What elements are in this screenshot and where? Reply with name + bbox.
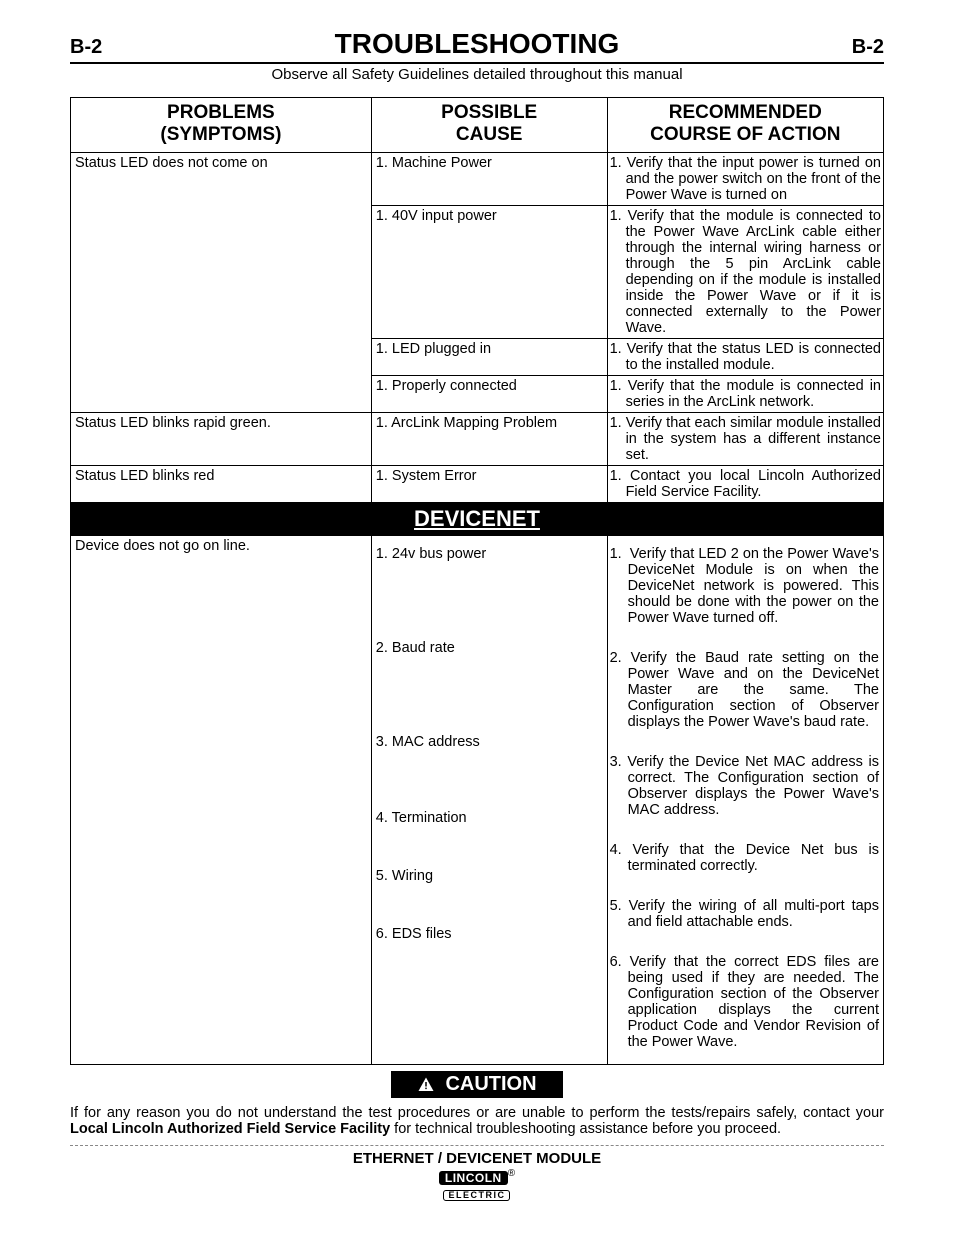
th-action: RECOMMENDED COURSE OF ACTION bbox=[607, 98, 883, 153]
caution-badge: CAUTION bbox=[391, 1071, 562, 1098]
problem-cell: Status LED does not come on bbox=[71, 153, 372, 413]
problem-cell: Status LED blinks red bbox=[71, 466, 372, 503]
caution-text-pre: If for any reason you do not understand … bbox=[70, 1105, 884, 1121]
page-header: B-2 TROUBLESHOOTING B-2 bbox=[70, 28, 884, 60]
cause-cell: 1. Machine Power bbox=[371, 153, 607, 206]
footer-module-name: ETHERNET / DEVICENET MODULE bbox=[70, 1150, 884, 1167]
action-cell: 1. Verify that LED 2 on the Power Wave's… bbox=[607, 536, 883, 1065]
logo-electric: ELECTRIC bbox=[443, 1190, 510, 1201]
warning-icon bbox=[417, 1076, 435, 1094]
th-cause-l1: POSSIBLE bbox=[441, 102, 537, 123]
action-cell: 1. Verify that the module is connected t… bbox=[607, 206, 883, 339]
th-action-l2: COURSE OF ACTION bbox=[650, 124, 840, 145]
cause-cell: 1. ArcLink Mapping Problem bbox=[371, 413, 607, 466]
th-problems-l2: (SYMPTOMS) bbox=[160, 124, 281, 145]
header-section-left: B-2 bbox=[70, 36, 102, 59]
caution-text-post: for technical troubleshooting assistance… bbox=[390, 1121, 781, 1137]
action-cell: 1. Verify that the input power is turned… bbox=[607, 153, 883, 206]
th-cause-l2: CAUSE bbox=[456, 124, 523, 145]
action-cell: 1. Verify that the module is connected i… bbox=[607, 376, 883, 413]
devicenet-section-header: DEVICENET bbox=[71, 503, 884, 536]
caution-label: CAUTION bbox=[445, 1073, 536, 1096]
cause-cell: 1. 40V input power bbox=[371, 206, 607, 339]
th-problems-l1: PROBLEMS bbox=[167, 102, 275, 123]
cause-cell: 1. Properly connected bbox=[371, 376, 607, 413]
action-cell: 1. Contact you local Lincoln Authorized … bbox=[607, 466, 883, 503]
caution-text: If for any reason you do not understand … bbox=[70, 1105, 884, 1146]
cause-cell: 1. 24v bus power 2. Baud rate 3. MAC add… bbox=[371, 536, 607, 1065]
problem-cell: Device does not go on line. bbox=[71, 536, 372, 1065]
problem-cell: Status LED blinks rapid green. bbox=[71, 413, 372, 466]
th-action-l1: RECOMMENDED bbox=[669, 102, 822, 123]
action-cell: 1. Verify that each similar module insta… bbox=[607, 413, 883, 466]
header-section-right: B-2 bbox=[852, 36, 884, 59]
logo-lincoln: LINCOLN bbox=[439, 1171, 508, 1185]
logo-registered: ® bbox=[508, 1168, 515, 1179]
header-rule bbox=[70, 62, 884, 64]
troubleshooting-table: PROBLEMS (SYMPTOMS) POSSIBLE CAUSE RECOM… bbox=[70, 97, 884, 1065]
footer-logo: LINCOLN® ELECTRIC bbox=[70, 1169, 884, 1203]
th-cause: POSSIBLE CAUSE bbox=[371, 98, 607, 153]
cause-cell: 1. System Error bbox=[371, 466, 607, 503]
page-title: TROUBLESHOOTING bbox=[102, 28, 852, 60]
action-cell: 1. Verify that the status LED is connect… bbox=[607, 339, 883, 376]
th-problems: PROBLEMS (SYMPTOMS) bbox=[71, 98, 372, 153]
cause-cell: 1. LED plugged in bbox=[371, 339, 607, 376]
safety-guideline-text: Observe all Safety Guidelines detailed t… bbox=[70, 66, 884, 83]
caution-text-bold: Local Lincoln Authorized Field Service F… bbox=[70, 1121, 390, 1137]
